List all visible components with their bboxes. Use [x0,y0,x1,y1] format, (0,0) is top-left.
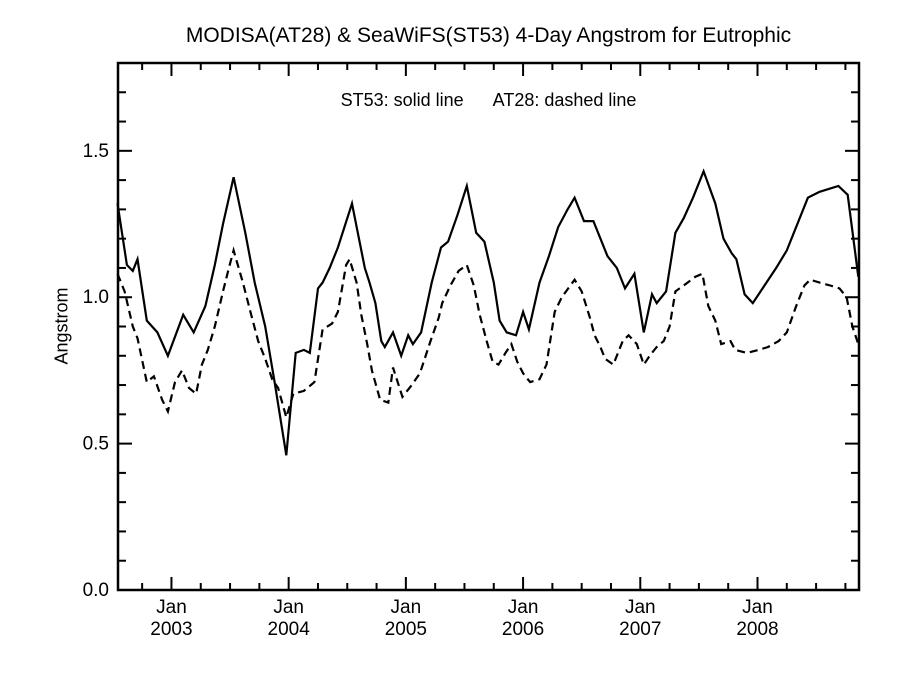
legend-item-st53: ST53: solid line [340,90,464,110]
x-tick-label-month: Jan [742,597,773,618]
legend-item-at28: AT28: dashed line [492,90,637,110]
x-tick-label-month: Jan [156,597,187,618]
y-tick-label: 1.5 [83,141,109,162]
series-st53-line [116,168,860,456]
x-tick-label-year: 2005 [385,619,427,640]
x-tick-label-year: 2008 [736,619,778,640]
y-tick-label: 0.5 [83,434,109,455]
x-tick-label-year: 2006 [502,619,544,640]
legend: ST53: solid line AT28: dashed line [118,90,859,111]
chart-title: MODISA(AT28) & SeaWiFS(ST53) 4-Day Angst… [185,24,792,47]
x-tick-label-month: Jan [273,597,304,618]
y-tick-label: 0.0 [83,580,109,601]
x-tick-label-month: Jan [625,597,656,618]
x-tick-label-year: 2007 [619,619,661,640]
x-tick-label-month: Jan [508,597,539,618]
x-tick-label-year: 2004 [268,619,311,640]
series-at28-line [116,246,860,422]
axes-box [116,61,861,592]
x-tick-label-month: Jan [391,597,422,618]
x-tick-label-year: 2003 [150,619,192,640]
y-axis-label: Angstrom [51,287,72,365]
y-tick-label: 1.0 [83,287,109,308]
